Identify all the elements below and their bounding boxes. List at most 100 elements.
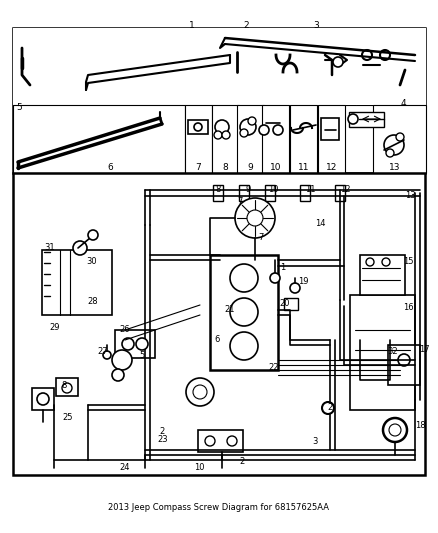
Bar (321, 118, 339, 140)
Text: 7: 7 (195, 164, 201, 173)
Text: 13: 13 (389, 164, 401, 173)
Bar (388, 345, 420, 385)
Text: 23: 23 (158, 435, 168, 445)
Circle shape (333, 57, 343, 67)
Text: 12: 12 (326, 164, 338, 173)
Text: 2013 Jeep Compass Screw Diagram for 68157625AA: 2013 Jeep Compass Screw Diagram for 6815… (109, 504, 329, 513)
Circle shape (322, 402, 334, 414)
Circle shape (386, 149, 394, 157)
Bar (13, 28, 78, 105)
Text: 12: 12 (340, 185, 350, 195)
Circle shape (247, 210, 263, 226)
Text: 10: 10 (270, 164, 282, 173)
Bar (265, 185, 275, 201)
Text: 2: 2 (240, 457, 245, 466)
Circle shape (270, 273, 280, 283)
Text: 1: 1 (189, 20, 195, 29)
Bar (213, 185, 223, 201)
Bar (262, 105, 289, 173)
Circle shape (193, 385, 207, 399)
Text: 15: 15 (403, 257, 413, 266)
Bar (335, 185, 345, 201)
Circle shape (240, 129, 248, 137)
Text: 29: 29 (50, 324, 60, 333)
Text: 27: 27 (98, 348, 108, 357)
Circle shape (382, 258, 390, 266)
Circle shape (112, 369, 124, 381)
Text: 32: 32 (388, 348, 398, 357)
Text: 8: 8 (222, 164, 228, 173)
Circle shape (215, 120, 229, 134)
Text: 9: 9 (245, 185, 251, 195)
Text: 25: 25 (63, 414, 73, 423)
Text: 10: 10 (268, 185, 278, 195)
Circle shape (222, 131, 230, 139)
Bar (360, 255, 405, 295)
Circle shape (73, 241, 87, 255)
Text: 1: 1 (280, 263, 286, 272)
Text: 31: 31 (45, 244, 55, 253)
Bar (32, 388, 54, 410)
Text: 26: 26 (120, 326, 131, 335)
Text: 20: 20 (280, 298, 290, 308)
Bar (212, 105, 239, 173)
Bar (237, 105, 264, 173)
Bar (226, 28, 271, 105)
Text: 3: 3 (313, 20, 319, 29)
Circle shape (136, 338, 148, 350)
Bar (396, 28, 425, 105)
Circle shape (37, 393, 49, 405)
Bar (290, 105, 317, 173)
Text: 6: 6 (107, 164, 113, 173)
Text: 19: 19 (298, 278, 308, 287)
Text: 21: 21 (225, 305, 235, 314)
Bar (56, 378, 78, 396)
Text: 9: 9 (247, 164, 253, 173)
Bar (185, 105, 212, 173)
Circle shape (396, 133, 404, 141)
Circle shape (227, 436, 237, 446)
Text: 11: 11 (298, 164, 310, 173)
Text: 14: 14 (315, 219, 325, 228)
Bar (349, 112, 384, 127)
Text: 2: 2 (327, 402, 332, 411)
Circle shape (383, 418, 407, 442)
Circle shape (348, 114, 358, 124)
Bar (13, 173, 425, 475)
Circle shape (240, 119, 256, 135)
Text: 8: 8 (215, 185, 221, 195)
Bar (13, 28, 425, 173)
Text: 30: 30 (87, 257, 97, 266)
Circle shape (88, 230, 98, 240)
Bar (350, 295, 415, 410)
Circle shape (230, 332, 258, 360)
Circle shape (384, 135, 404, 155)
Bar (115, 330, 155, 358)
Circle shape (230, 264, 258, 292)
Bar (13, 28, 426, 105)
Bar (373, 105, 426, 173)
Bar (318, 105, 345, 173)
Text: 24: 24 (120, 464, 130, 472)
Circle shape (273, 125, 283, 135)
Text: 4: 4 (400, 99, 406, 108)
Text: 8: 8 (61, 381, 67, 390)
Circle shape (112, 350, 132, 370)
Bar (356, 28, 396, 105)
Bar (188, 120, 208, 134)
Text: 16: 16 (403, 303, 413, 312)
Circle shape (366, 258, 374, 266)
Circle shape (290, 283, 300, 293)
Bar (210, 255, 278, 370)
Text: 22: 22 (269, 362, 279, 372)
Bar (42, 250, 112, 315)
Circle shape (194, 123, 202, 131)
Text: 7: 7 (237, 198, 243, 206)
Text: 5: 5 (139, 351, 145, 359)
Circle shape (389, 424, 401, 436)
Circle shape (205, 436, 215, 446)
Circle shape (235, 198, 275, 238)
Circle shape (62, 383, 72, 393)
Bar (284, 298, 298, 310)
Circle shape (380, 50, 390, 60)
